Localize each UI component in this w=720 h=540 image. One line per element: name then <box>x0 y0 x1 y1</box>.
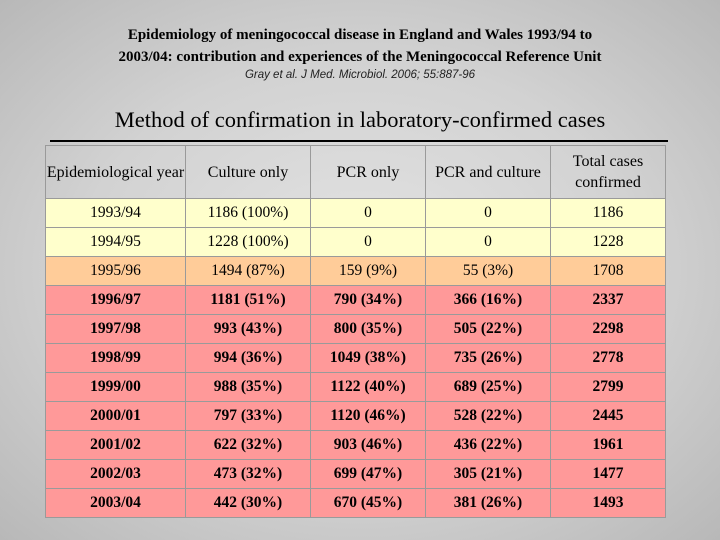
table-cell: 1228 (100%) <box>185 227 311 257</box>
table-cell: 1996/97 <box>45 285 186 315</box>
table-cell: 1494 (87%) <box>185 256 311 286</box>
table-cell: 1994/95 <box>45 227 186 257</box>
table-cell: 0 <box>425 227 551 257</box>
table-cell: 797 (33%) <box>185 401 311 431</box>
table-cell: 528 (22%) <box>425 401 551 431</box>
table-cell: 1186 (100%) <box>185 198 311 228</box>
table-cell: 1181 (51%) <box>185 285 311 315</box>
table-cell: 1477 <box>550 459 666 489</box>
table-cell: 1049 (38%) <box>310 343 426 373</box>
table-cell: 689 (25%) <box>425 372 551 402</box>
table-cell: 0 <box>425 198 551 228</box>
table-cell: 1999/00 <box>45 372 186 402</box>
table-cell: 994 (36%) <box>185 343 311 373</box>
table-cell: 159 (9%) <box>310 256 426 286</box>
table-row: 2003/04 442 (30%) 670 (45%) 381 (26%) 1493 <box>45 488 666 518</box>
column-header: PCR only <box>310 145 426 199</box>
table-row: 1996/97 1181 (51%) 790 (34%) 366 (16%) 2337 <box>45 285 666 315</box>
table-cell: 622 (32%) <box>185 430 311 460</box>
table-cell: 2001/02 <box>45 430 186 460</box>
table-cell: 1998/99 <box>45 343 186 373</box>
table-row: 1995/96 1494 (87%) 159 (9%) 55 (3%) 1708 <box>45 256 666 286</box>
table-cell: 2778 <box>550 343 666 373</box>
table-row: 1998/99 994 (36%) 1049 (38%) 735 (26%) 2778 <box>45 343 666 373</box>
column-header: Culture only <box>185 145 311 199</box>
table-cell: 903 (46%) <box>310 430 426 460</box>
slide-title-line-2: 2003/04: contribution and experiences of… <box>118 49 602 65</box>
table-heading: Method of confirmation in laboratory-con… <box>114 107 606 132</box>
table-row: 1999/00 988 (35%) 1122 (40%) 689 (25%) 2799 <box>45 372 666 402</box>
slide-title-line-1: Epidemiology of meningococcal disease in… <box>127 27 593 43</box>
column-header: PCR and culture <box>425 145 551 199</box>
table-cell: 1993/94 <box>45 198 186 228</box>
column-header: Epidemiological year <box>45 145 186 199</box>
table-header-row: Epidemiological year Culture only PCR on… <box>45 145 666 199</box>
table-row: 2000/01 797 (33%) 1120 (46%) 528 (22%) 2445 <box>45 401 666 431</box>
table-cell: 2000/01 <box>45 401 186 431</box>
table-cell: 2003/04 <box>45 488 186 518</box>
table-cell: 670 (45%) <box>310 488 426 518</box>
table-cell: 473 (32%) <box>185 459 311 489</box>
table-cell: 699 (47%) <box>310 459 426 489</box>
table-cell: 1122 (40%) <box>310 372 426 402</box>
table-cell: 988 (35%) <box>185 372 311 402</box>
table-cell: 0 <box>310 198 426 228</box>
table-row: 2002/03 473 (32%) 699 (47%) 305 (21%) 1477 <box>45 459 666 489</box>
column-header: Total cases confirmed <box>550 145 666 199</box>
table-cell: 1961 <box>550 430 666 460</box>
table-row: 1994/95 1228 (100%) 0 0 1228 <box>45 227 666 257</box>
table-cell: 436 (22%) <box>425 430 551 460</box>
slide-title: Epidemiology of meningococcal disease in… <box>0 24 720 68</box>
confirmation-table: Epidemiological year Culture only PCR on… <box>45 145 666 518</box>
table-cell: 55 (3%) <box>425 256 551 286</box>
table-cell: 442 (30%) <box>185 488 311 518</box>
table-cell: 505 (22%) <box>425 314 551 344</box>
table-cell: 1995/96 <box>45 256 186 286</box>
table-cell: 2002/03 <box>45 459 186 489</box>
table-row: 1993/94 1186 (100%) 0 0 1186 <box>45 198 666 228</box>
table-cell: 1228 <box>550 227 666 257</box>
table-cell: 2298 <box>550 314 666 344</box>
table-cell: 366 (16%) <box>425 285 551 315</box>
table-cell: 2445 <box>550 401 666 431</box>
citation: Gray et al. J Med. Microbiol. 2006; 55:8… <box>244 69 476 81</box>
table-cell: 1186 <box>550 198 666 228</box>
table-cell: 2799 <box>550 372 666 402</box>
table-cell: 0 <box>310 227 426 257</box>
table-cell: 305 (21%) <box>425 459 551 489</box>
table-cell: 1493 <box>550 488 666 518</box>
table-cell: 800 (35%) <box>310 314 426 344</box>
table-cell: 1708 <box>550 256 666 286</box>
table-cell: 2337 <box>550 285 666 315</box>
table-row: 1997/98 993 (43%) 800 (35%) 505 (22%) 2298 <box>45 314 666 344</box>
table-row: 2001/02 622 (32%) 903 (46%) 436 (22%) 1961 <box>45 430 666 460</box>
table-cell: 790 (34%) <box>310 285 426 315</box>
table-cell: 993 (43%) <box>185 314 311 344</box>
heading-underline <box>50 140 668 142</box>
table-cell: 1120 (46%) <box>310 401 426 431</box>
table-cell: 735 (26%) <box>425 343 551 373</box>
table-cell: 1997/98 <box>45 314 186 344</box>
table-cell: 381 (26%) <box>425 488 551 518</box>
